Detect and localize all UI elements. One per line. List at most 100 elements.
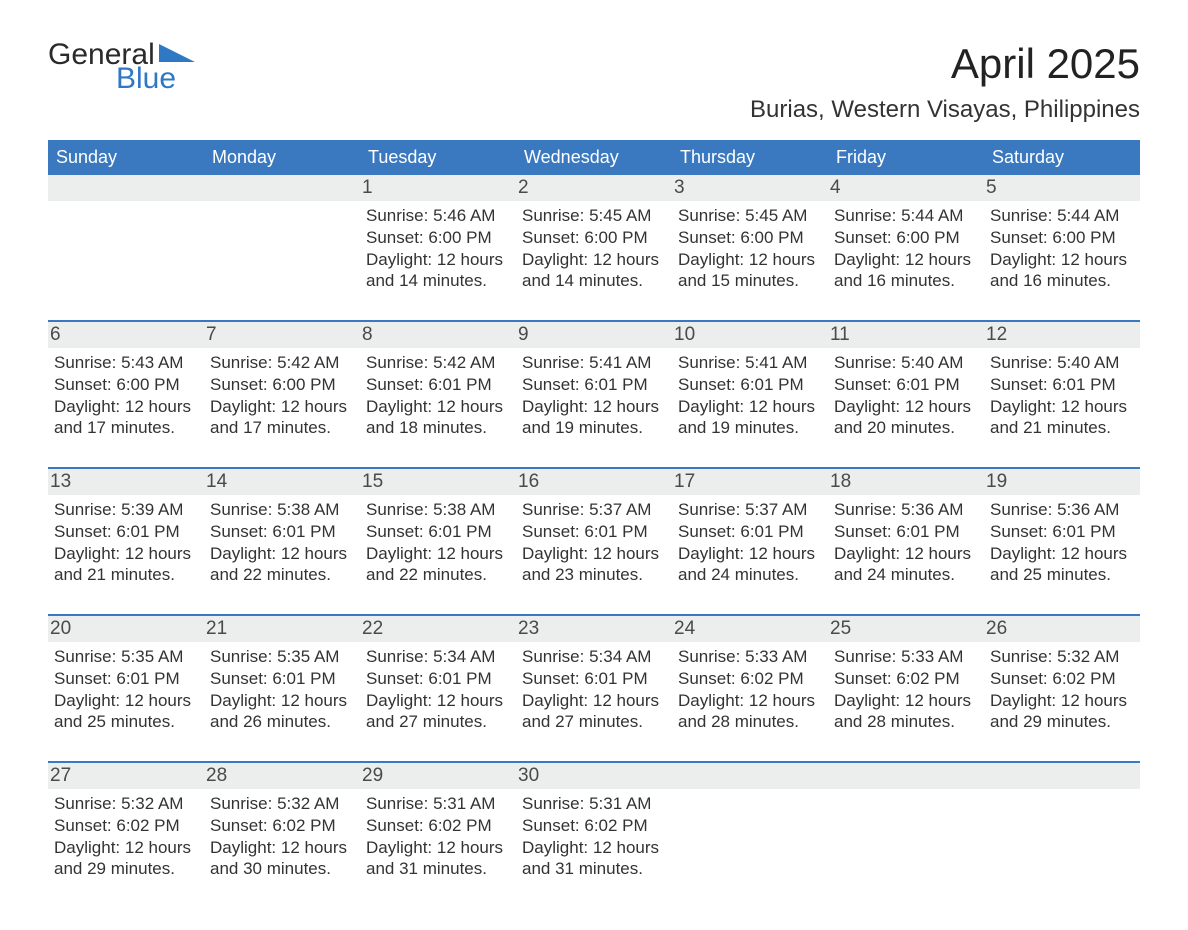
calendar-cell: 29Sunrise: 5:31 AMSunset: 6:02 PMDayligh… xyxy=(360,763,516,890)
calendar-cell: 22 Sunrise: 5:34 AMSunset: 6:01 PMDayligh… xyxy=(360,616,516,743)
daylight-line: Daylight: 12 hours and 16 minutes. xyxy=(990,249,1134,293)
sunrise-line: Sunrise: 5:36 AM xyxy=(990,499,1134,521)
sunrise-line: Sunrise: 5:34 AM xyxy=(366,646,510,668)
dow-sunday: Sunday xyxy=(48,140,204,175)
day-details: Sunrise: 5:34 AMSunset: 6:01 PMDaylight:… xyxy=(522,646,666,733)
sunrise-line: Sunrise: 5:45 AM xyxy=(522,205,666,227)
day-number: 9 xyxy=(516,322,672,348)
calendar-cell: 24Sunrise: 5:33 AMSunset: 6:02 PMDayligh… xyxy=(672,616,828,743)
daylight-line: Daylight: 12 hours and 30 minutes. xyxy=(210,837,354,881)
sunset-line: Sunset: 6:01 PM xyxy=(54,668,198,690)
sunrise-line: Sunrise: 5:39 AM xyxy=(54,499,198,521)
sunset-line: Sunset: 6:00 PM xyxy=(210,374,354,396)
day-number: 2 xyxy=(516,175,672,201)
daylight-line: Daylight: 12 hours and 25 minutes. xyxy=(54,690,198,734)
location-subtitle: Burias, Western Visayas, Philippines xyxy=(750,96,1140,124)
sunrise-line: Sunrise: 5:44 AM xyxy=(990,205,1134,227)
dow-thursday: Thursday xyxy=(672,140,828,175)
sunrise-line: Sunrise: 5:42 AM xyxy=(210,352,354,374)
sunset-line: Sunset: 6:01 PM xyxy=(210,668,354,690)
day-number: 22 xyxy=(360,616,516,642)
calendar-week: 1Sunrise: 5:46 AMSunset: 6:00 PMDaylight… xyxy=(48,175,1140,302)
sunrise-line: Sunrise: 5:41 AM xyxy=(678,352,822,374)
calendar-cell: 27Sunrise: 5:32 AMSunset: 6:02 PMDayligh… xyxy=(48,763,204,890)
day-number: 13 xyxy=(48,469,204,495)
calendar: Sunday Monday Tuesday Wednesday Thursday… xyxy=(48,140,1140,890)
calendar-cell: 21 Sunrise: 5:35 AMSunset: 6:01 PMDayligh… xyxy=(204,616,360,743)
day-number: 14 xyxy=(204,469,360,495)
day-details: Sunrise: 5:34 AMSunset: 6:01 PMDaylight:… xyxy=(366,646,510,733)
day-number: 6 xyxy=(48,322,204,348)
calendar-cell: 13Sunrise: 5:39 AMSunset: 6:01 PMDayligh… xyxy=(48,469,204,596)
day-details: Sunrise: 5:43 AMSunset: 6:00 PMDaylight:… xyxy=(54,352,198,439)
sunset-line: Sunset: 6:01 PM xyxy=(366,668,510,690)
day-number: 3 xyxy=(672,175,828,201)
daylight-line: Daylight: 12 hours and 22 minutes. xyxy=(366,543,510,587)
daylight-line: Daylight: 12 hours and 17 minutes. xyxy=(54,396,198,440)
sunset-line: Sunset: 6:01 PM xyxy=(990,521,1134,543)
sunrise-line: Sunrise: 5:38 AM xyxy=(366,499,510,521)
sunrise-line: Sunrise: 5:33 AM xyxy=(834,646,978,668)
daylight-line: Daylight: 12 hours and 28 minutes. xyxy=(834,690,978,734)
dow-tuesday: Tuesday xyxy=(360,140,516,175)
day-details: Sunrise: 5:35 AMSunset: 6:01 PMDaylight:… xyxy=(210,646,354,733)
calendar-cell xyxy=(204,175,360,302)
sunset-line: Sunset: 6:00 PM xyxy=(366,227,510,249)
daylight-line: Daylight: 12 hours and 31 minutes. xyxy=(522,837,666,881)
day-details: Sunrise: 5:32 AMSunset: 6:02 PMDaylight:… xyxy=(54,793,198,880)
sunset-line: Sunset: 6:02 PM xyxy=(54,815,198,837)
daylight-line: Daylight: 12 hours and 17 minutes. xyxy=(210,396,354,440)
sunset-line: Sunset: 6:01 PM xyxy=(990,374,1134,396)
day-details: Sunrise: 5:36 AMSunset: 6:01 PMDaylight:… xyxy=(834,499,978,586)
day-number xyxy=(672,763,828,789)
daylight-line: Daylight: 12 hours and 21 minutes. xyxy=(990,396,1134,440)
sunrise-line: Sunrise: 5:44 AM xyxy=(834,205,978,227)
logo: General Blue xyxy=(48,40,195,94)
sunset-line: Sunset: 6:01 PM xyxy=(366,374,510,396)
daylight-line: Daylight: 12 hours and 23 minutes. xyxy=(522,543,666,587)
calendar-cell: 6 Sunrise: 5:43 AMSunset: 6:00 PMDaylight… xyxy=(48,322,204,449)
sunrise-line: Sunrise: 5:35 AM xyxy=(54,646,198,668)
sunset-line: Sunset: 6:02 PM xyxy=(210,815,354,837)
sunset-line: Sunset: 6:01 PM xyxy=(210,521,354,543)
sunrise-line: Sunrise: 5:35 AM xyxy=(210,646,354,668)
flag-icon xyxy=(159,44,195,62)
daylight-line: Daylight: 12 hours and 15 minutes. xyxy=(678,249,822,293)
calendar-cell: 28Sunrise: 5:32 AMSunset: 6:02 PMDayligh… xyxy=(204,763,360,890)
calendar-cell: 15Sunrise: 5:38 AMSunset: 6:01 PMDayligh… xyxy=(360,469,516,596)
daylight-line: Daylight: 12 hours and 16 minutes. xyxy=(834,249,978,293)
day-number: 28 xyxy=(204,763,360,789)
dow-saturday: Saturday xyxy=(984,140,1140,175)
dow-friday: Friday xyxy=(828,140,984,175)
day-details: Sunrise: 5:33 AMSunset: 6:02 PMDaylight:… xyxy=(678,646,822,733)
day-number: 4 xyxy=(828,175,984,201)
day-details: Sunrise: 5:35 AMSunset: 6:01 PMDaylight:… xyxy=(54,646,198,733)
calendar-cell xyxy=(672,763,828,890)
daylight-line: Daylight: 12 hours and 24 minutes. xyxy=(834,543,978,587)
day-details: Sunrise: 5:31 AMSunset: 6:02 PMDaylight:… xyxy=(522,793,666,880)
sunset-line: Sunset: 6:02 PM xyxy=(522,815,666,837)
day-number: 21 xyxy=(204,616,360,642)
day-number: 5 xyxy=(984,175,1140,201)
calendar-cell: 9Sunrise: 5:41 AMSunset: 6:01 PMDaylight… xyxy=(516,322,672,449)
calendar-cell: 30Sunrise: 5:31 AMSunset: 6:02 PMDayligh… xyxy=(516,763,672,890)
day-number: 20 xyxy=(48,616,204,642)
day-details: Sunrise: 5:31 AMSunset: 6:02 PMDaylight:… xyxy=(366,793,510,880)
daylight-line: Daylight: 12 hours and 26 minutes. xyxy=(210,690,354,734)
calendar-cell: 11Sunrise: 5:40 AMSunset: 6:01 PMDayligh… xyxy=(828,322,984,449)
sunset-line: Sunset: 6:01 PM xyxy=(54,521,198,543)
daylight-line: Daylight: 12 hours and 29 minutes. xyxy=(990,690,1134,734)
day-number: 12 xyxy=(984,322,1140,348)
daylight-line: Daylight: 12 hours and 28 minutes. xyxy=(678,690,822,734)
day-details: Sunrise: 5:37 AMSunset: 6:01 PMDaylight:… xyxy=(522,499,666,586)
day-details: Sunrise: 5:36 AMSunset: 6:01 PMDaylight:… xyxy=(990,499,1134,586)
calendar-cell: 16Sunrise: 5:37 AMSunset: 6:01 PMDayligh… xyxy=(516,469,672,596)
calendar-cell: 26Sunrise: 5:32 AMSunset: 6:02 PMDayligh… xyxy=(984,616,1140,743)
sunset-line: Sunset: 6:01 PM xyxy=(834,374,978,396)
calendar-cell: 1Sunrise: 5:46 AMSunset: 6:00 PMDaylight… xyxy=(360,175,516,302)
calendar-cell: 25Sunrise: 5:33 AMSunset: 6:02 PMDayligh… xyxy=(828,616,984,743)
daylight-line: Daylight: 12 hours and 24 minutes. xyxy=(678,543,822,587)
day-number xyxy=(828,763,984,789)
logo-word-2: Blue xyxy=(116,64,195,94)
day-number: 10 xyxy=(672,322,828,348)
